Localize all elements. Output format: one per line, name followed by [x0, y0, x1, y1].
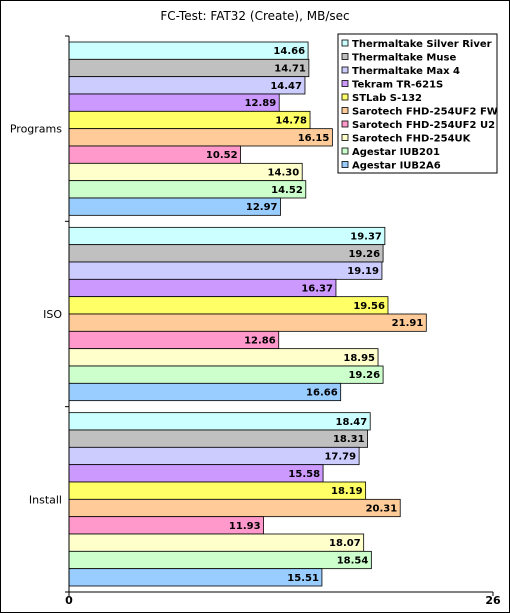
data-label: 14.78	[275, 116, 307, 127]
data-label: 19.19	[347, 266, 379, 277]
legend-swatch	[341, 161, 349, 168]
legend: Thermaltake Silver River Thermaltake Muse…	[337, 33, 498, 174]
bar-programs-6	[68, 128, 333, 147]
data-label: 18.07	[329, 538, 361, 549]
data-label: 16.66	[306, 388, 338, 399]
data-label: 12.86	[244, 336, 276, 347]
data-label: 18.19	[331, 486, 363, 497]
category-label-install: Install	[29, 493, 62, 506]
data-label: 14.30	[268, 168, 300, 179]
bar-install-4	[68, 464, 324, 483]
data-label: 15.51	[287, 573, 319, 584]
x-tick-label: 0	[65, 594, 73, 607]
data-label: 18.95	[343, 353, 375, 364]
legend-label: Agestar IUB2A6	[352, 161, 441, 172]
bar-programs-2	[68, 58, 310, 78]
bar-iso-2	[68, 244, 384, 263]
x-tick-label: 26	[485, 594, 501, 607]
bar-install-1	[68, 412, 371, 431]
bar-iso-10	[68, 382, 342, 402]
legend-label: Thermaltake Silver River	[352, 39, 492, 50]
bar-install-10	[68, 568, 323, 587]
legend-swatch	[341, 134, 349, 141]
data-label: 21.91	[392, 318, 424, 329]
legend-label: Agestar IUB201	[352, 147, 440, 158]
bar-programs-5	[68, 110, 311, 130]
data-label: 20.31	[366, 504, 398, 515]
legend-label: Sarotech FHD-254UF2 FW	[352, 107, 498, 118]
legend-swatch	[341, 39, 349, 47]
data-label: 19.56	[353, 301, 385, 312]
bar-install-9	[68, 550, 372, 570]
bar-iso-5	[68, 296, 389, 315]
legend-label: Sarotech FHD-254UK	[352, 134, 472, 145]
data-label: 11.93	[229, 521, 261, 532]
legend-box	[337, 33, 498, 174]
data-label: 12.89	[245, 98, 277, 109]
legend-label: Sarotech FHD-254UF2 U2	[352, 120, 495, 131]
legend-swatch	[341, 66, 349, 74]
data-label: 18.47	[336, 417, 368, 428]
bar-iso-8	[68, 348, 379, 367]
category-label-programs: Programs	[10, 123, 62, 136]
bar-install-3	[68, 446, 360, 466]
data-label: 14.71	[274, 64, 306, 75]
data-label: 12.97	[246, 202, 278, 213]
bar-iso-4	[68, 278, 337, 298]
data-label: 16.15	[298, 133, 330, 144]
category-label-iso: ISO	[43, 308, 62, 321]
bar-programs-1	[68, 41, 309, 60]
bar-install-6	[68, 498, 401, 518]
data-label: 18.31	[333, 434, 365, 445]
bar-install-2	[68, 429, 368, 448]
legend-swatch	[341, 120, 349, 128]
data-label: 14.47	[270, 81, 302, 92]
data-label: 15.58	[288, 469, 320, 480]
legend-label: Thermaltake Muse	[352, 53, 456, 64]
bar-iso-1	[68, 226, 386, 246]
legend-swatch	[341, 107, 349, 114]
legend-swatch	[341, 80, 349, 87]
bar-install-5	[68, 481, 367, 500]
legend-swatch	[341, 53, 349, 60]
data-label: 17.79	[324, 452, 356, 463]
bar-iso-6	[68, 313, 427, 332]
data-label: 14.52	[271, 185, 303, 196]
data-label: 14.66	[273, 46, 305, 57]
data-label: 16.37	[301, 284, 333, 295]
chart-title: FC-Test: FAT32 (Create), MB/sec	[160, 9, 349, 23]
data-label: 19.26	[348, 370, 380, 381]
data-label: 19.26	[348, 249, 380, 260]
axes-group: Programs ISO Install 0 26	[10, 35, 501, 607]
data-label: 19.37	[350, 232, 382, 243]
legend-label: STLab S-132	[352, 93, 422, 104]
legend-label: Tekram TR-621S	[352, 80, 443, 91]
bar-iso-3	[68, 261, 383, 280]
legend-label: Thermaltake Max 4	[352, 66, 460, 77]
data-label: 18.54	[337, 556, 369, 567]
legend-swatch	[341, 93, 349, 101]
data-label: 10.52	[206, 150, 238, 161]
legend-swatch	[341, 147, 349, 155]
bar-iso-9	[68, 365, 384, 384]
bar-install-8	[68, 533, 365, 552]
